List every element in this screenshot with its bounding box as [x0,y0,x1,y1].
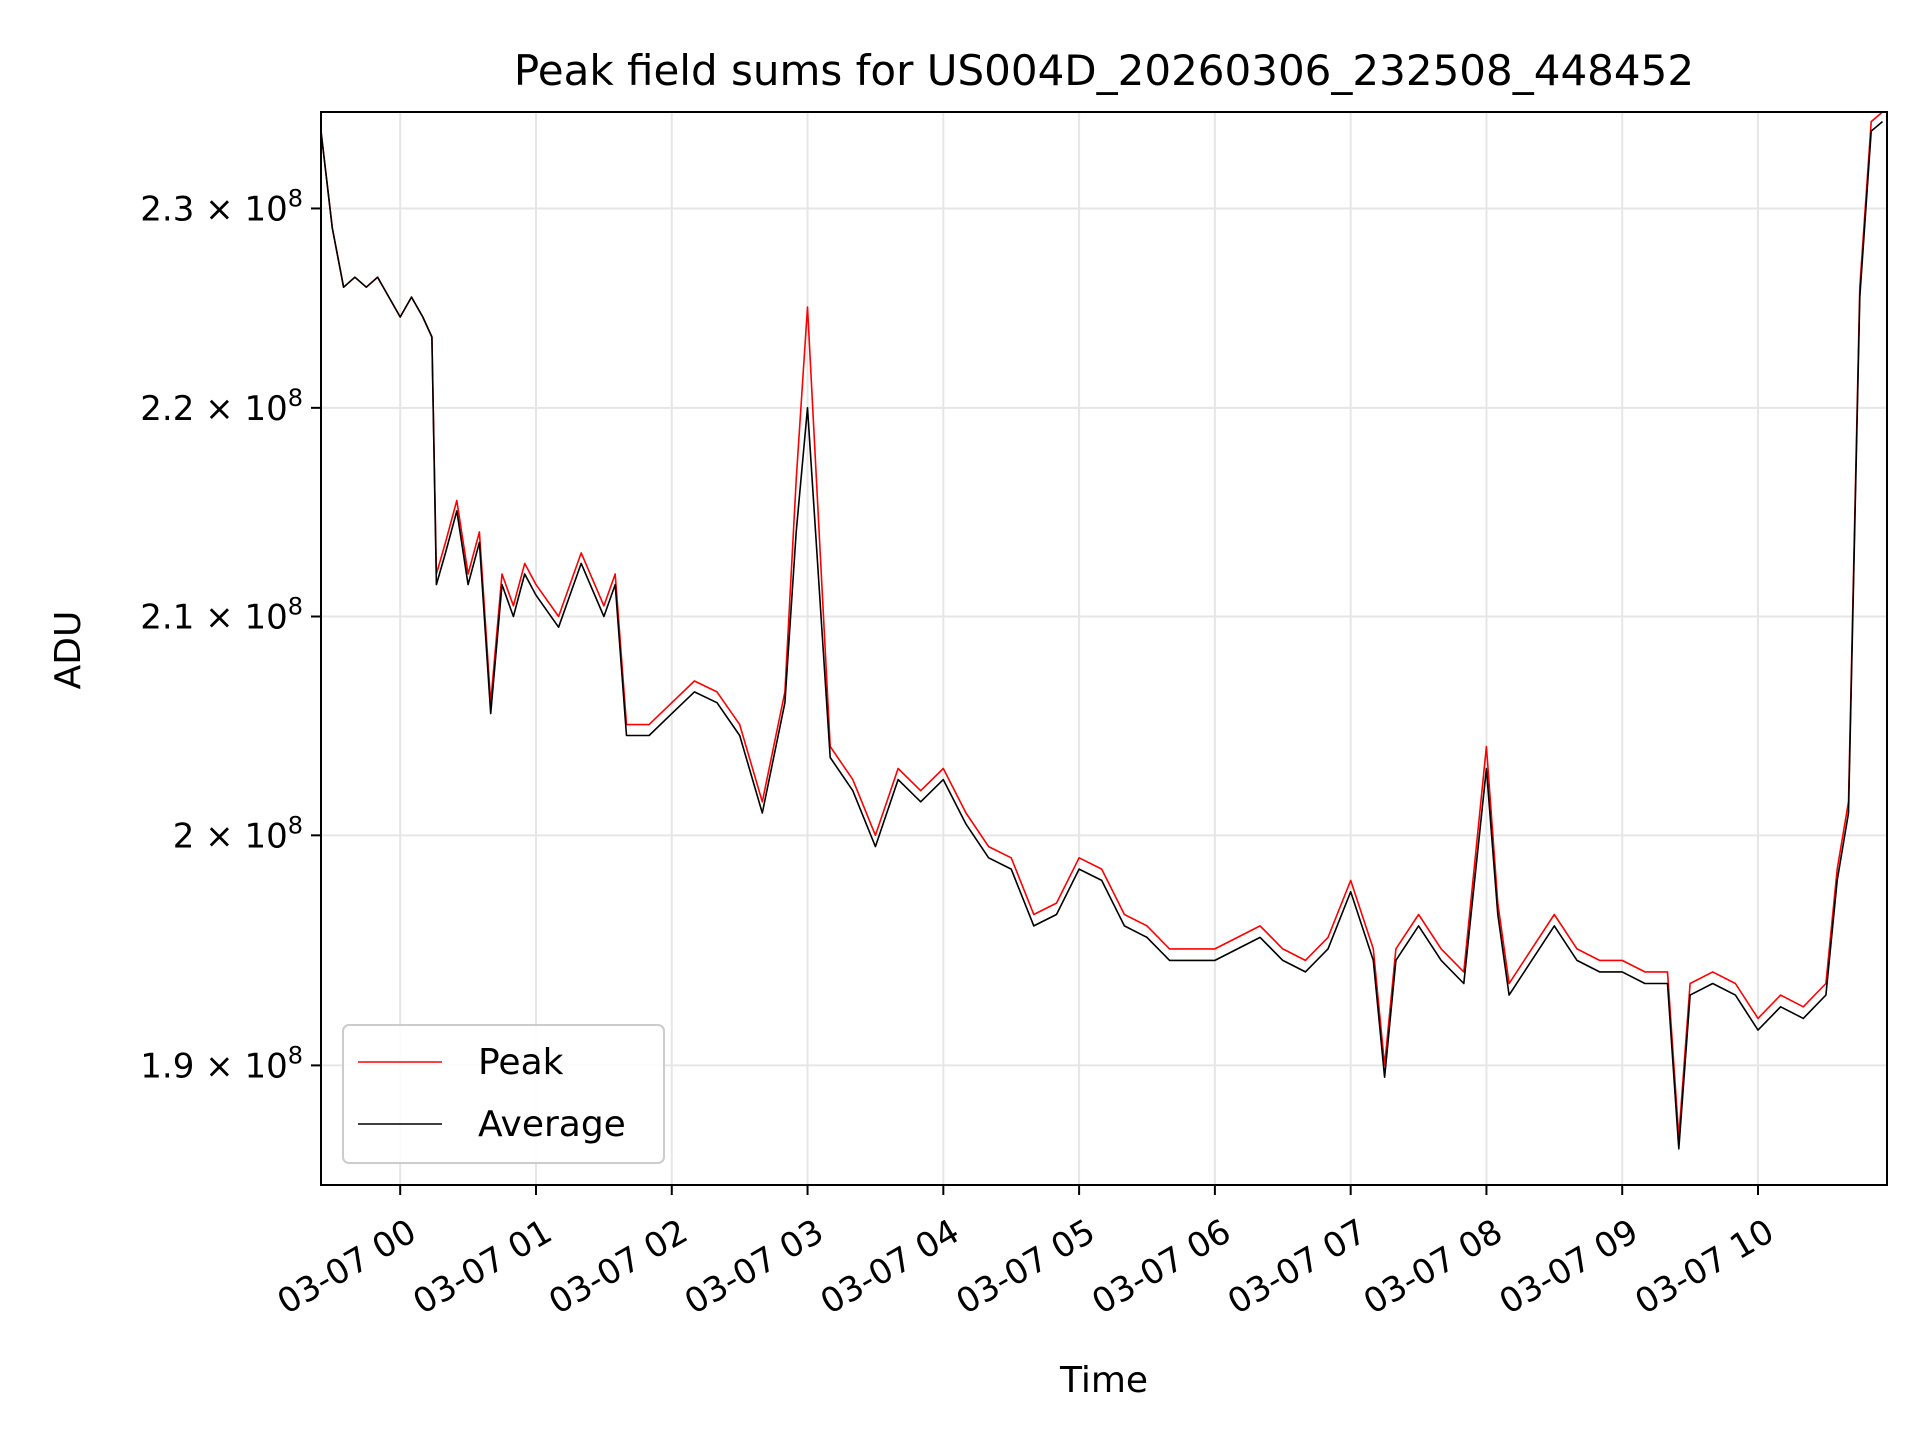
y-tick-label: 2.3 × 108 [140,184,303,229]
chart-title: Peak field sums for US004D_20260306_2325… [514,46,1694,95]
y-tick-label: 2.1 × 108 [140,592,303,637]
grid [321,112,1887,1185]
legend-box [342,1024,665,1164]
series-line-average [321,120,1884,1150]
y-tick-label: 2 × 108 [173,811,303,856]
legend: Peak Average [342,1024,665,1164]
series-line-peak [321,112,1884,1138]
y-tick-label: 1.9 × 108 [140,1041,303,1086]
legend-label-average: Average [478,1104,626,1145]
legend-label-peak: Peak [478,1042,564,1083]
series-layer [321,112,1884,1150]
y-tick-label: 2.2 × 108 [140,384,303,429]
y-axis-ticks: 1.9 × 108 2 × 108 2.1 × 108 2.2 × 108 2.3 × … [140,184,321,1086]
plot-frame [320,111,1888,1186]
x-axis-label: Time [1059,1360,1148,1401]
y-axis-label: ADU [48,611,89,690]
